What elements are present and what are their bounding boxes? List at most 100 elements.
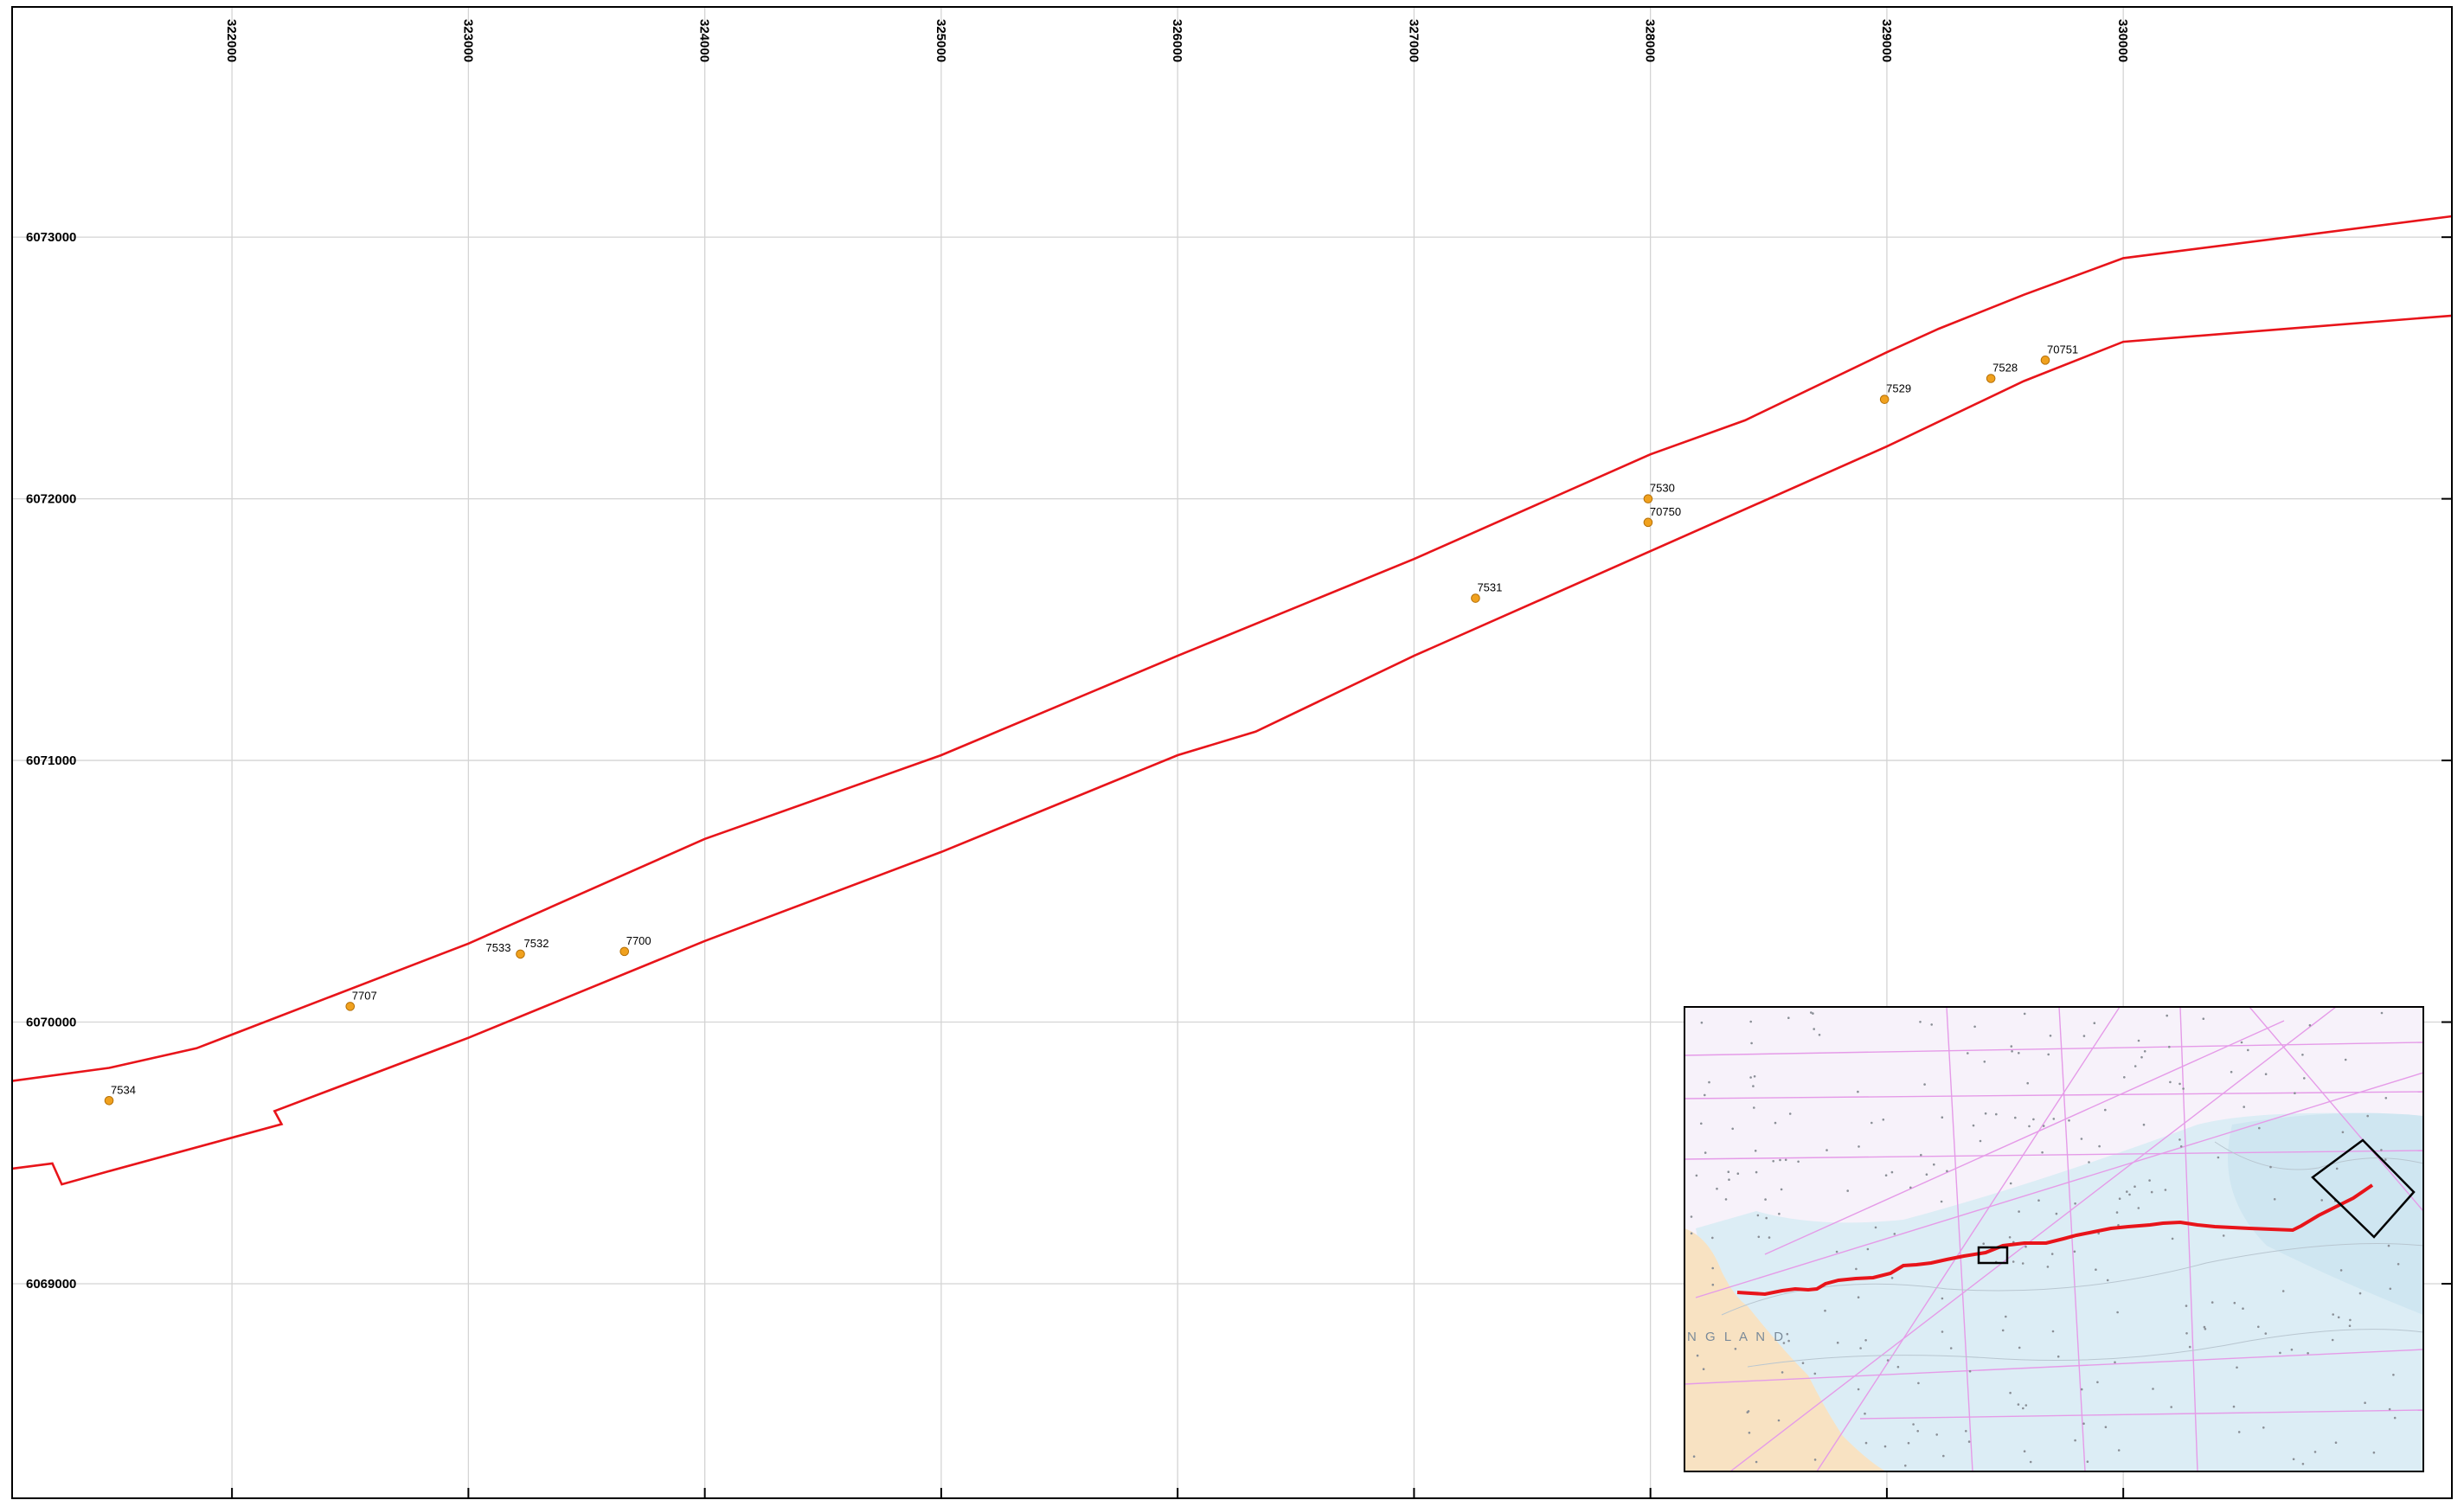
inset-sounding-dot [1904,1465,1907,1467]
inset-sounding-dot [1941,1330,1944,1333]
inset-sounding-dot [2247,1049,2249,1052]
survey-point-marker[interactable] [105,1096,113,1105]
inset-sounding-dot [1857,1091,1859,1093]
inset-sounding-dot [1755,1171,1758,1174]
inset-sounding-dot [2009,1236,2012,1239]
inset-sounding-dot [1716,1188,1718,1190]
inset-sounding-dot [2336,1168,2339,1170]
inset-sounding-dot [2107,1279,2109,1282]
inset-sounding-dot [2134,1065,2137,1067]
inset-sounding-dot [1774,1122,1777,1125]
inset-sounding-dot [1923,1083,1926,1086]
survey-point-marker[interactable] [1986,375,1995,383]
inset-sounding-dot [2018,1347,2021,1349]
inset-sounding-dot [1772,1160,1774,1163]
inset-sounding-dot [2047,1054,2050,1056]
x-tick-label: 322000 [224,19,239,62]
inset-sounding-dot [1846,1189,1849,1192]
x-tick-label: 327000 [1406,19,1421,62]
inset-sounding-dot [1859,1347,1862,1349]
inset-sounding-dot [1797,1161,1800,1163]
inset-sounding-dot [2168,1046,2171,1048]
inset-sounding-dot [2144,1050,2146,1053]
inset-sounding-dot [2011,1050,2013,1053]
x-tick-label: 326000 [1170,19,1184,62]
inset-sounding-dot [1778,1213,1781,1215]
survey-point-marker[interactable] [1644,518,1652,527]
y-tick-label: 6072000 [26,492,76,507]
inset-sounding-dot [2165,1189,2167,1191]
inset-sounding-dot [2349,1319,2352,1322]
inset-sounding-dot [1941,1201,1943,1203]
inset-sounding-dot [1701,1022,1704,1024]
inset-sounding-dot [2126,1190,2128,1193]
y-tick-label: 6070000 [26,1016,76,1030]
inset-sounding-dot [1891,1171,1894,1174]
inset-sounding-dot [2390,1288,2392,1291]
inset-sounding-dot [1883,1119,1885,1121]
inset-sounding-dot [2320,1199,2323,1202]
inset-sounding-dot [1757,1215,1760,1217]
inset-sounding-dot [1917,1382,1920,1385]
inset-sounding-dot [2043,1125,2045,1127]
inset-sounding-dot [2024,1450,2026,1452]
survey-point-label: 7529 [1886,382,1911,395]
inset-sounding-dot [1747,1411,1749,1413]
inset-sounding-dot [2389,1408,2391,1411]
inset-sounding-dot [2152,1388,2154,1390]
inset-sounding-dot [1982,1242,1985,1245]
survey-point-marker[interactable] [1472,594,1480,603]
inset-sounding-dot [1968,1440,1971,1443]
inset-sounding-dot [2172,1238,2174,1240]
inset-sounding-dot [1704,1151,1707,1154]
survey-point-marker[interactable] [1644,495,1652,503]
survey-point-marker[interactable] [1880,395,1889,404]
inset-sounding-dot [2030,1461,2032,1464]
inset-sounding-dot [2180,1145,2183,1148]
inset-sounding-dot [2359,1292,2362,1295]
inset-sounding-dot [2010,1183,2012,1185]
inset-sounding-dot [1826,1149,1828,1151]
inset-sounding-dot [1870,1122,1873,1125]
inset-sounding-dot [2309,1024,2312,1027]
survey-point-marker[interactable] [620,947,629,956]
inset-sounding-dot [2014,1117,2017,1119]
x-tick-label: 329000 [1879,19,1894,62]
inset-sounding-dot [1887,1359,1890,1362]
survey-point-label: 70750 [1650,505,1681,518]
inset-sounding-dot [2291,1349,2294,1351]
inset-sounding-dot [1781,1189,1783,1191]
inset-sounding-dot [2243,1106,2245,1108]
survey-point-marker[interactable] [517,950,525,958]
inset-sounding-dot [2230,1071,2233,1074]
survey-point-marker[interactable] [2041,356,2050,365]
inset-sounding-dot [2148,1179,2151,1182]
overview-inset-map[interactable]: N G L A N D [1684,1007,2423,1471]
inset-sounding-dot [1819,1034,1821,1036]
inset-sounding-dot [1867,1248,1870,1251]
survey-point-marker[interactable] [346,1003,355,1011]
inset-sounding-dot [2332,1339,2334,1342]
inset-sounding-dot [2116,1211,2119,1214]
inset-sounding-dot [1995,1113,1998,1116]
inset-sounding-dot [1781,1371,1784,1374]
inset-sounding-dot [2052,1330,2055,1333]
inset-sounding-dot [2074,1251,2076,1253]
inset-sounding-dot [1864,1413,1866,1415]
inset-sounding-dot [1965,1430,1967,1433]
inset-sounding-dot [1696,1175,1698,1177]
inset-sounding-dot [1749,1021,1752,1023]
inset-sounding-dot [2269,1166,2272,1169]
inset-sounding-dot [2314,1451,2317,1453]
inset-sounding-dot [2083,1035,2086,1037]
inset-sounding-dot [2182,1087,2185,1090]
inset-sounding-dot [2279,1352,2281,1355]
inset-sounding-dot [1916,1430,1919,1433]
inset-sounding-dot [2397,1263,2400,1266]
inset-sounding-dot [2018,1210,2020,1213]
inset-sounding-dot [1700,1123,1703,1125]
inset-sounding-dot [2265,1073,2268,1075]
inset-sounding-dot [1735,1348,1737,1350]
inset-sounding-dot [1802,1362,1805,1364]
